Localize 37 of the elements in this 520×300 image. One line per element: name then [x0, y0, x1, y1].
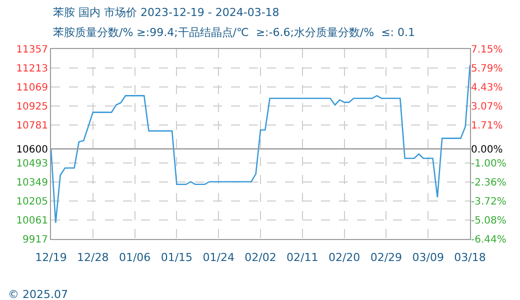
- y2-tick-label: 3.07%: [471, 102, 503, 113]
- x-tick-label: 03/18: [454, 251, 486, 264]
- y-tick-label: 11069: [16, 82, 48, 94]
- y2-tick-label: -2.36%: [471, 177, 506, 188]
- line-series: [51, 64, 470, 224]
- y2-tick-label: -6.44%: [471, 234, 506, 246]
- x-tick-label: 03/09: [412, 251, 444, 264]
- y-tick-label: 10493: [16, 158, 48, 170]
- y-tick-label: 10600: [16, 144, 48, 156]
- y-tick-label: 10781: [16, 120, 48, 132]
- y-tick-label: 10349: [16, 178, 48, 188]
- y2-tick-label: 7.15%: [471, 44, 503, 56]
- y-tick-label: 10061: [16, 216, 48, 226]
- x-tick-label: 02/11: [286, 251, 318, 264]
- text: © 2025.07: [8, 288, 68, 300]
- y-tick-label: 11357: [16, 44, 48, 56]
- y2-tick-label: 1.71%: [471, 120, 503, 132]
- y2-tick-label: 5.79%: [471, 64, 503, 75]
- x-tick-label: 02/02: [244, 251, 276, 264]
- y2-tick-label: 0.00%: [471, 144, 503, 156]
- x-tick-label: 02/29: [370, 251, 402, 264]
- x-tick-label: 01/24: [202, 251, 234, 264]
- y-tick-label: 10925: [16, 102, 48, 112]
- y2-tick-label: -5.08%: [471, 215, 506, 226]
- x-tick-label: 12/19: [35, 251, 67, 264]
- x-tick-label: 12/28: [77, 251, 109, 264]
- x-tick-label: 02/20: [328, 251, 360, 264]
- y-tick-label: 9917: [22, 234, 48, 246]
- chart-subtitle: 苯胺质量分数/% ≥:99.4;干品结晶点/℃ ≥:-6.6;水分质量分数/% ≤: 0.1: [53, 26, 415, 39]
- x-tick-label: 01/06: [118, 251, 151, 264]
- y2-tick-label: -3.72%: [471, 196, 506, 208]
- y-tick-label: 10205: [16, 196, 48, 208]
- y2-tick-label: -1.00%: [471, 158, 506, 170]
- y-tick-label: 11213: [16, 64, 48, 74]
- x-tick-label: 01/15: [160, 251, 193, 264]
- y2-tick-label: 4.43%: [471, 82, 503, 94]
- chart-title: 苯胺 国内 市场价 2023-12-19 - 2024-03-18: [53, 6, 280, 19]
